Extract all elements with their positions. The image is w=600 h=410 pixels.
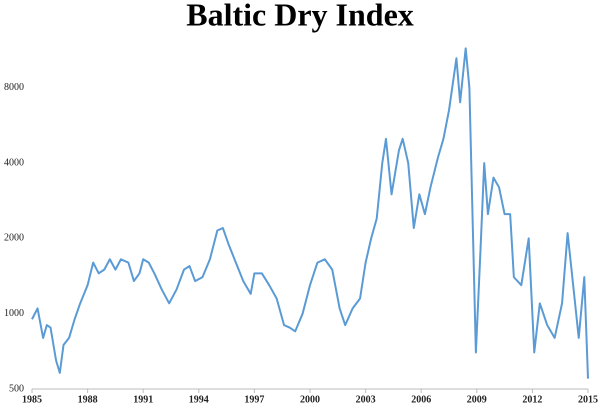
x-tick-label: 2009	[467, 394, 487, 405]
x-tick-label: 1988	[78, 394, 98, 405]
x-tick-label: 1991	[133, 394, 153, 405]
x-tick-label: 2000	[300, 394, 320, 405]
y-tick-label: 500	[9, 383, 24, 394]
x-tick-label: 2006	[411, 394, 431, 405]
chart-title: Baltic Dry Index	[186, 0, 414, 32]
x-tick-label: 1985	[22, 394, 42, 405]
y-tick-label: 1000	[4, 308, 24, 319]
x-tick-label: 1997	[244, 394, 264, 405]
x-tick-label: 2015	[578, 394, 598, 405]
y-tick-label: 4000	[4, 157, 24, 168]
x-tick-label: 2012	[522, 394, 542, 405]
y-tick-label: 8000	[4, 82, 24, 93]
x-tick-label: 1994	[189, 394, 209, 405]
data-line	[31, 47, 589, 379]
y-tick-label: 2000	[4, 233, 24, 244]
x-tick-label: 2003	[356, 394, 376, 405]
